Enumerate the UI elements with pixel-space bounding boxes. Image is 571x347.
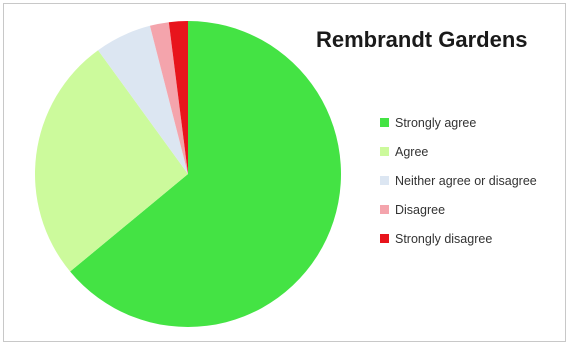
legend-swatch — [380, 205, 389, 214]
legend-item-agree: Agree — [380, 137, 537, 166]
legend-label: Strongly disagree — [395, 231, 493, 246]
legend-item-strongly-agree: Strongly agree — [380, 108, 537, 137]
legend-swatch — [380, 176, 389, 185]
legend-swatch — [380, 147, 389, 156]
legend-swatch — [380, 118, 389, 127]
legend-label: Neither agree or disagree — [395, 173, 537, 188]
pie-slice-strongly-agree — [70, 21, 341, 327]
pie-slice-neither-agree-or-disagree — [98, 25, 188, 175]
legend-label: Agree — [395, 144, 429, 159]
pie-slice-disagree — [149, 22, 188, 175]
legend-swatch — [380, 234, 389, 243]
chart-title: Rembrandt Gardens — [316, 27, 528, 52]
legend-label: Disagree — [395, 202, 446, 217]
legend: Strongly agree Agree Neither agree or disa… — [380, 108, 537, 253]
legend-item-neither-agree-or-disagree: Neither agree or disagree — [380, 166, 537, 195]
legend-item-strongly-disagree: Strongly disagree — [380, 224, 537, 253]
pie-slice-agree — [34, 50, 189, 272]
legend-item-disagree: Disagree — [380, 195, 537, 224]
pie-slices — [34, 21, 341, 327]
legend-label: Strongly agree — [395, 115, 477, 130]
pie-slice-strongly-disagree — [168, 21, 188, 174]
